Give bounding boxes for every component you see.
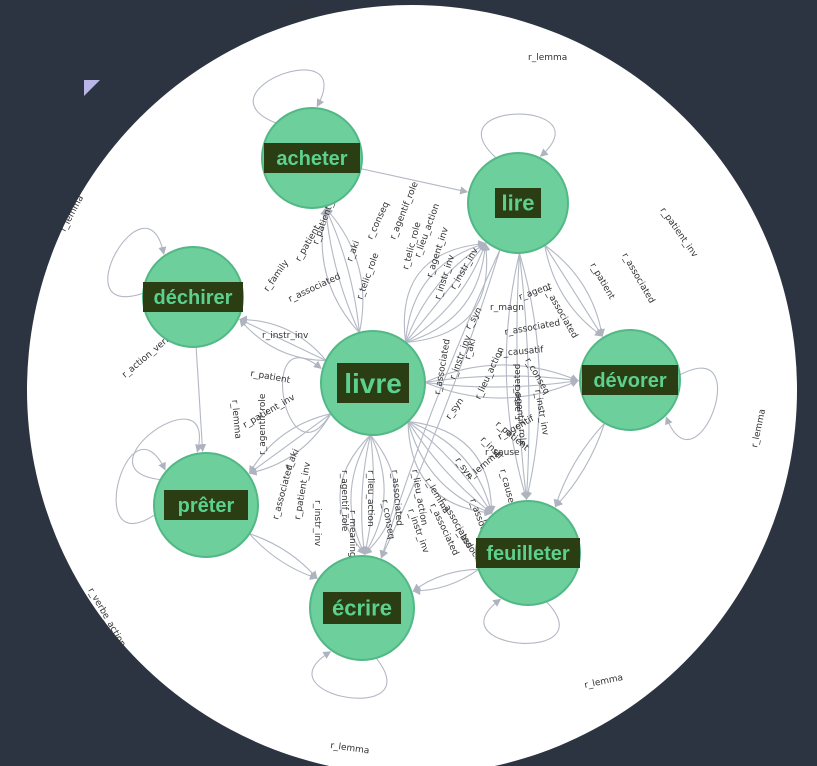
self-loop-edge [665,367,719,441]
node-livre[interactable]: livre [320,330,426,436]
edge-label: r_agentif_role [339,470,349,532]
node-ecrire[interactable]: écrire [309,555,415,661]
edge-label: r_magn [490,303,524,313]
graph-edge [407,421,493,514]
graph-edge [424,364,579,383]
edge-label: r_instr_inv [262,331,309,341]
edge-label: r_associated [389,469,404,526]
graph-edge [322,207,360,334]
node-label-box [476,538,580,568]
graph-edge [380,249,501,559]
graph-edge [195,346,207,453]
graph-edge [339,434,371,555]
graph-edge [248,413,332,476]
node-label-box [264,143,360,173]
node-label: livre [344,368,402,399]
graph-edge [424,379,579,399]
graph-edge [320,207,360,334]
edge-label: r_cause [485,448,520,458]
self-loop-edge [480,113,556,159]
graph-edge [405,242,487,343]
node-dechirer[interactable]: déchirer [142,246,244,348]
node-label: lire [501,191,534,216]
graph-edge [553,422,606,508]
graph-edge [516,252,530,501]
graph-edge [407,420,496,515]
graph-edge [248,533,318,580]
graph-edge [238,315,327,361]
graph-edge [407,421,493,515]
edge-label: r_associated [513,364,523,420]
graph-edge [407,420,494,515]
graph-edge [424,375,579,384]
self-loop-edge [132,418,203,481]
graph-edge [544,244,603,337]
graph-edge [405,242,489,344]
self-loop-edge [281,357,332,433]
graph-edge [405,242,487,343]
self-loop-edge [483,598,560,644]
graph-edge [249,533,318,580]
graph-edge [359,434,371,556]
graph-edge [362,434,374,556]
node-label: acheter [276,148,347,170]
node-preter[interactable]: prêter [153,452,259,558]
edge-label: r_meaning [347,510,357,558]
node-lire[interactable]: lire [467,152,569,254]
node-label-box [143,282,243,312]
graph-edge [505,252,529,500]
graph-edge [407,420,493,514]
graph-edge [239,318,327,362]
self-loop-edge [107,227,167,298]
node-feuilleter[interactable]: feuilleter [475,500,581,606]
nodes-layer: acheter lire déchirer livre dévorer prêter feu… [142,107,681,661]
graph-edge [360,168,469,195]
graph-edge [379,249,501,559]
node-label-box [323,592,401,624]
node-acheter[interactable]: acheter [261,107,363,209]
graph-edge [248,413,332,474]
graph-edge [518,252,541,500]
node-label: dévorer [593,370,667,392]
graph-edge [249,413,332,475]
node-label-box [495,188,541,218]
graph-edge [405,242,487,343]
collapse-triangle-icon[interactable] [84,80,100,96]
self-loop-label: r_lemma [229,399,242,439]
graph-edge [364,434,385,555]
self-loop-edge [252,69,325,124]
graph-edge [407,421,493,517]
node-label-box [582,365,678,395]
edge-label: r_causatif [499,345,544,359]
self-loop-edge [311,651,388,699]
graph-edge [412,568,479,592]
node-devorer[interactable]: dévorer [579,329,681,431]
edges-layer [195,168,606,595]
graph-edge [405,241,487,343]
self-loops-layer [107,69,719,699]
graph-edge [518,252,531,501]
graph-edge [544,244,605,338]
node-label: feuilleter [486,543,570,565]
node-label: écrire [332,596,392,621]
node-label: prêter [178,495,235,517]
graph-edge [554,422,606,508]
edge-label: r_lieu_action [365,470,375,527]
graph-edge [324,207,364,333]
graph-edge [544,245,604,337]
edge-label: r_instr_inv [312,500,322,547]
graph-edge [363,434,396,555]
node-label-box [164,490,248,520]
node-label: déchirer [154,287,233,309]
edge-label: r_agentif_role [258,393,268,455]
graph-edge [324,207,360,333]
self-loop-label: r_lemma [528,53,567,63]
self-loop-edge [115,449,166,524]
graph-edge [239,318,327,362]
graph-edge [403,240,487,343]
graph-edge [350,434,371,555]
node-label-box [337,363,409,403]
